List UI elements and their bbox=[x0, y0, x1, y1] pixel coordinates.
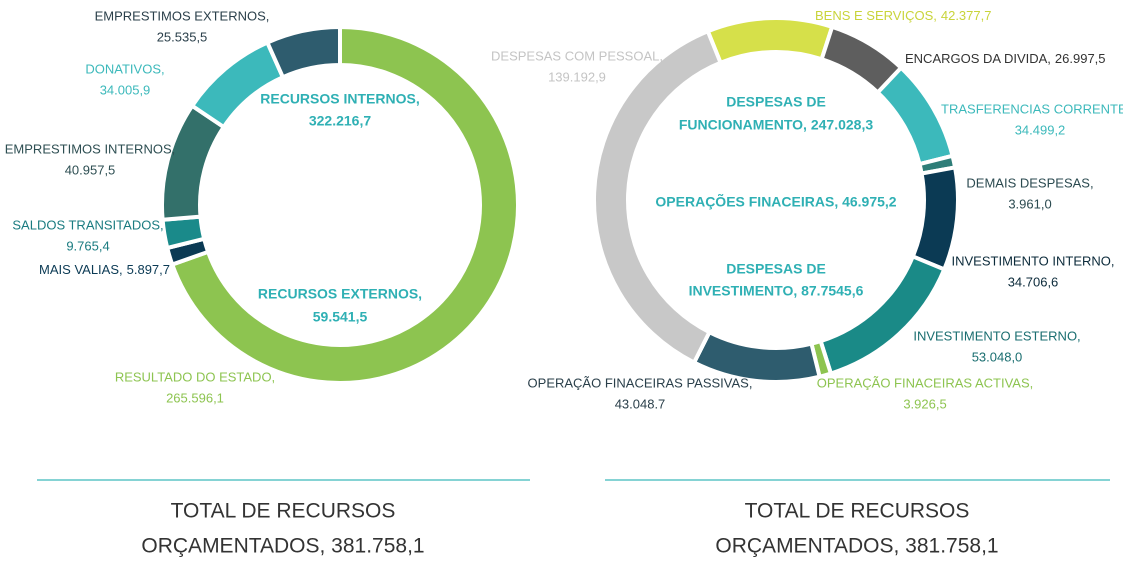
segment-value: 42.377,7 bbox=[941, 8, 992, 23]
segment-value: 34.706,6 bbox=[1008, 274, 1059, 289]
segment-label: EMPRESTIMOS EXTERNOS, bbox=[95, 8, 270, 23]
segment-label: BENS E SERVIÇOS, 42.377,7 bbox=[815, 8, 991, 23]
segment-label: SALDOS TRANSITADOS, bbox=[12, 217, 163, 232]
center-annotation: 59.541,5 bbox=[313, 309, 368, 325]
donut-segment bbox=[818, 253, 947, 377]
segment-value: 139.192,9 bbox=[548, 69, 606, 84]
segment-value: 40.957,5 bbox=[65, 162, 116, 177]
segment-value: 53.048,0 bbox=[972, 349, 1023, 364]
segment-label: DEMAIS DESPESAS, bbox=[966, 175, 1093, 190]
donut-segment bbox=[705, 16, 835, 66]
center-annotation: DESPESAS DE bbox=[726, 261, 826, 277]
segment-label: OPERAÇÃO FINACEIRAS PASSIVAS, bbox=[528, 375, 753, 390]
center-annotation: 322.216,7 bbox=[309, 113, 371, 129]
segment-label: INVESTIMENTO INTERNO, bbox=[952, 253, 1115, 268]
donut-segment bbox=[264, 24, 342, 80]
segment-label: TRASFERENCIAS CORRENTES, bbox=[941, 101, 1123, 116]
donut-segment bbox=[189, 39, 286, 130]
segment-value: 3.961,0 bbox=[1008, 196, 1051, 211]
segment-value: 5.897,7 bbox=[127, 262, 170, 277]
segment-label: ENCARGOS DA DIVIDA, 26.997,5 bbox=[905, 51, 1106, 66]
segment-value: 43.048.7 bbox=[615, 396, 666, 411]
segment-label: DONATIVOS, bbox=[85, 61, 164, 76]
center-annotation: INVESTIMENTO, 87.7545,6 bbox=[689, 283, 864, 299]
donut-segment bbox=[592, 28, 724, 366]
total-label: TOTAL DE RECURSOS bbox=[745, 500, 970, 523]
total-label: ORÇAMENTADOS, 381.758,1 bbox=[715, 535, 998, 558]
center-annotation: RECURSOS EXTERNOS, bbox=[258, 286, 422, 302]
segment-value: 34.499,2 bbox=[1015, 122, 1066, 137]
segment-label: DESPESAS COM PESSOAL, bbox=[491, 48, 663, 63]
total-label: ORÇAMENTADOS, 381.758,1 bbox=[141, 535, 424, 558]
segment-name: MAIS VALIAS, bbox=[39, 262, 123, 277]
center-annotation: RECURSOS INTERNOS, bbox=[260, 91, 419, 107]
segment-label: INVESTIMENTO ESTERNO, bbox=[913, 328, 1080, 343]
segment-value: 25.535,5 bbox=[157, 29, 208, 44]
segment-label: MAIS VALIAS, 5.897,7 bbox=[39, 262, 170, 277]
center-annotation: FUNCIONAMENTO, 247.028,3 bbox=[679, 117, 873, 133]
segment-name: BENS E SERVIÇOS, bbox=[815, 8, 937, 23]
donut-segment bbox=[169, 24, 520, 385]
segment-label: EMPRESTIMOS INTERNOS, bbox=[5, 141, 175, 156]
total-label: TOTAL DE RECURSOS bbox=[171, 500, 396, 523]
segment-name: ENCARGOS DA DIVIDA, bbox=[905, 51, 1051, 66]
segment-label: OPERAÇÃO FINACEIRAS ACTIVAS, bbox=[817, 375, 1033, 390]
center-annotation: DESPESAS DE bbox=[726, 94, 826, 110]
center-annotation: OPERAÇÕES FINACEIRAS, 46.975,2 bbox=[655, 193, 896, 210]
segment-value: 265.596,1 bbox=[166, 390, 224, 405]
segment-value: 9.765,4 bbox=[66, 238, 109, 253]
segment-label: RESULTADO DO ESTADO, bbox=[115, 369, 275, 384]
segment-value: 26.997,5 bbox=[1055, 51, 1106, 66]
segment-value: 3.926,5 bbox=[903, 396, 946, 411]
segment-value: 34.005,9 bbox=[100, 82, 151, 97]
